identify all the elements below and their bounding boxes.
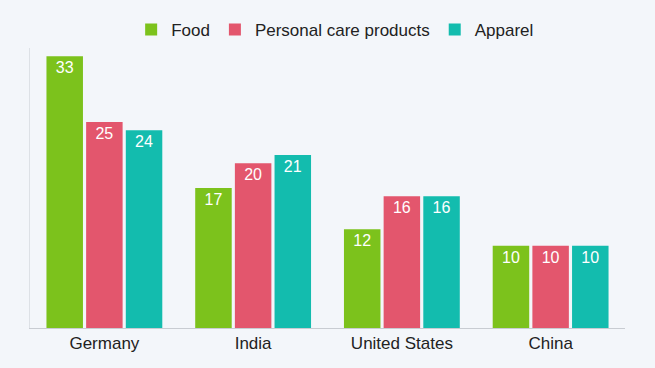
svg-text:12: 12 xyxy=(353,232,371,249)
svg-text:Food: Food xyxy=(171,21,210,40)
svg-text:16: 16 xyxy=(393,199,411,216)
svg-text:24: 24 xyxy=(135,133,153,150)
svg-text:10: 10 xyxy=(581,249,599,266)
svg-text:10: 10 xyxy=(502,249,520,266)
svg-text:China: China xyxy=(528,334,573,353)
svg-text:Germany: Germany xyxy=(69,334,139,353)
svg-text:10: 10 xyxy=(542,249,560,266)
svg-text:16: 16 xyxy=(433,199,451,216)
svg-text:33: 33 xyxy=(56,59,74,76)
svg-text:India: India xyxy=(235,334,272,353)
svg-text:Personal care products: Personal care products xyxy=(255,21,430,40)
svg-text:Apparel: Apparel xyxy=(475,21,534,40)
svg-text:17: 17 xyxy=(205,191,223,208)
svg-text:United States: United States xyxy=(351,334,453,353)
svg-text:20: 20 xyxy=(244,166,262,183)
svg-text:21: 21 xyxy=(284,158,302,175)
svg-text:25: 25 xyxy=(95,125,113,142)
